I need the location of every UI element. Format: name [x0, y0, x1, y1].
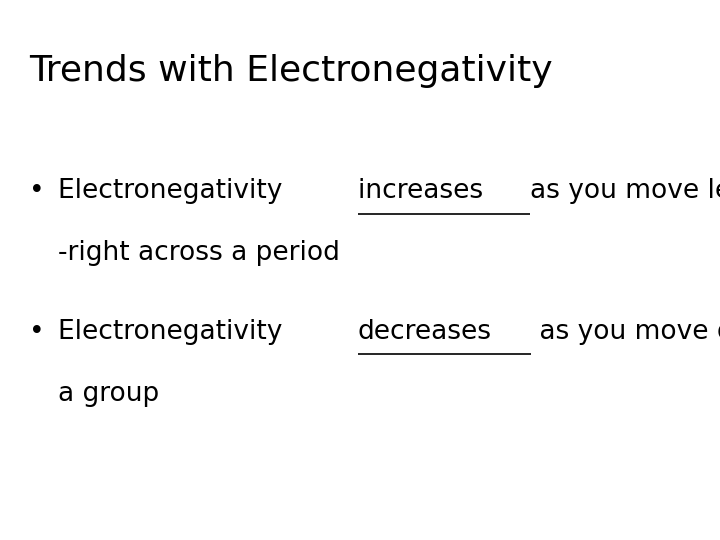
Text: decreases: decreases	[358, 319, 492, 345]
Text: increases: increases	[358, 178, 492, 204]
Text: a group: a group	[58, 381, 159, 407]
Text: as you move left-to: as you move left-to	[530, 178, 720, 204]
Text: Trends with Electronegativity: Trends with Electronegativity	[29, 54, 552, 88]
Text: •: •	[29, 178, 45, 204]
Text: Electronegativity: Electronegativity	[58, 178, 290, 204]
Text: as you move down: as you move down	[531, 319, 720, 345]
Text: Electronegativity: Electronegativity	[58, 319, 290, 345]
Text: •: •	[29, 319, 45, 345]
Text: -right across a period: -right across a period	[58, 240, 339, 266]
